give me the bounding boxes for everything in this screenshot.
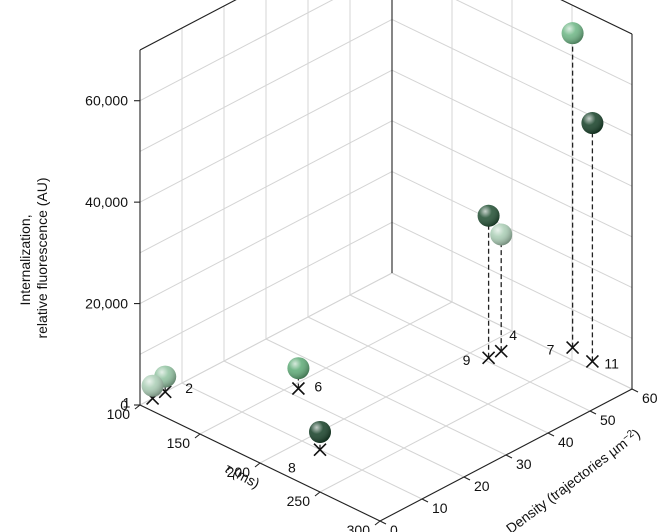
point-label: 1	[123, 394, 131, 410]
y-tick-mark	[631, 388, 639, 393]
x-tick-mark	[374, 520, 381, 526]
floor-marker	[585, 354, 599, 368]
y-tick-label: 10	[432, 500, 448, 516]
z-axis-title: Internalization, relative fluorescence (…	[17, 177, 50, 338]
point-label: 7	[547, 342, 555, 358]
point-labels: 7 11 4 9 6 8 2 1	[123, 327, 620, 476]
x-tick-label: 100	[107, 406, 131, 422]
grid-line	[199, 301, 453, 435]
grid-line	[319, 359, 573, 493]
y-tick-mark	[379, 520, 387, 525]
point-label: 4	[509, 327, 517, 343]
data-points	[141, 22, 604, 443]
data-point-shade	[490, 223, 513, 246]
grid-line	[259, 330, 513, 464]
y-tick-mark	[589, 410, 597, 415]
floor-marker	[566, 341, 580, 355]
point-label: 9	[463, 352, 471, 368]
z-tick-label: 0	[120, 397, 128, 413]
frame-line	[139, 0, 237, 51]
x-tick-label: 300	[347, 522, 371, 532]
grid-line	[139, 272, 393, 406]
y-tick-label: 30	[516, 456, 532, 472]
floor-marker	[291, 381, 305, 396]
data-point-shade	[477, 204, 500, 227]
floor-marker	[313, 443, 327, 457]
z-tick-label: 40,000	[85, 194, 128, 210]
x-tick-mark	[194, 433, 201, 439]
x-tick-label: 250	[287, 493, 311, 509]
point-label: 11	[604, 355, 619, 371]
data-point-shade	[141, 374, 164, 397]
data-point-shade	[287, 357, 310, 380]
z-tick-label: 20,000	[85, 296, 128, 312]
x-tick-mark	[254, 462, 261, 468]
floor-marker	[482, 351, 496, 365]
floor-marker	[494, 344, 508, 358]
x-axis-ticks: 100 150 200 250 300	[107, 404, 381, 532]
y-axis-ticks: 0 10 20 30 40 50 60	[379, 388, 658, 532]
y-tick-mark	[421, 498, 429, 503]
point-label: 8	[288, 460, 296, 476]
x-tick-mark	[314, 491, 321, 497]
data-point-shade	[581, 112, 604, 135]
point-label: 6	[314, 379, 322, 395]
y-tick-mark	[547, 432, 555, 437]
y-tick-label: 20	[474, 478, 490, 494]
drop-lines	[151, 33, 594, 450]
x-tick-label: 200	[227, 464, 251, 480]
y-tick-mark	[505, 454, 513, 459]
data-point-shade	[309, 420, 331, 443]
z-axis-ticks: 0 20,000 40,000 60,000	[85, 93, 140, 413]
frame-line	[560, 0, 633, 35]
data-point-shade	[561, 22, 584, 45]
y-tick-label: 60	[642, 390, 658, 406]
y-tick-label: 50	[600, 412, 616, 428]
back-walls	[140, 0, 632, 405]
point-label: 2	[185, 380, 193, 396]
z-tick-label: 60,000	[85, 93, 128, 109]
floor-markers	[146, 341, 599, 457]
x-tick-mark	[134, 404, 141, 410]
y-tick-label: 40	[558, 434, 574, 450]
y-tick-mark	[463, 476, 471, 481]
y-tick-label: 0	[390, 522, 398, 532]
x-tick-label: 150	[167, 435, 191, 451]
